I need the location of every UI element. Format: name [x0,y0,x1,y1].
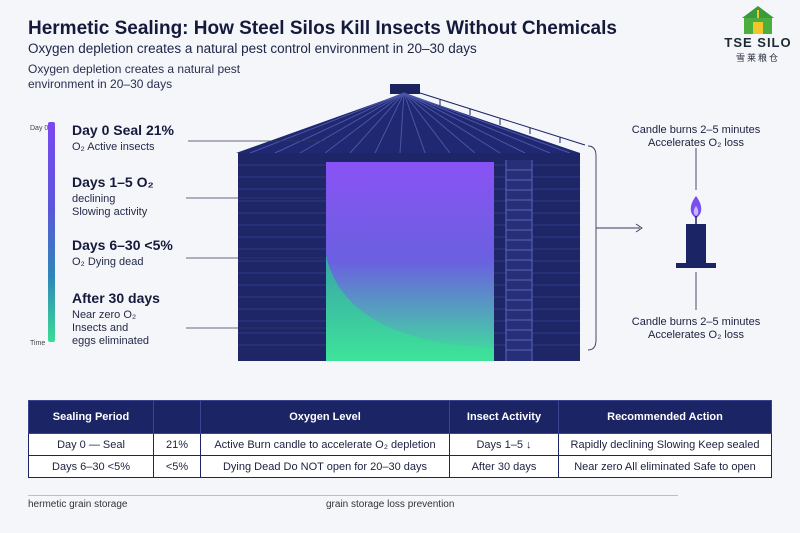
stage-heading: Day 0 Seal 21% [72,122,174,138]
table-cell: 21% [153,433,201,456]
table-cell: Days 6–30 <5% [28,455,154,478]
table-cell: Active Burn candle to accelerate O₂ depl… [200,433,450,456]
candle-icon [676,196,716,268]
page-subtitle: Oxygen depletion creates a natural pest … [28,41,477,56]
table-cell: Day 0 — Seal [28,433,154,456]
silo-illustration [186,84,716,361]
stage-desc-2: Insects and [72,322,129,334]
table-cell: Near zero All eliminated Safe to open [558,455,772,478]
candle-note-bottom: Candle burns 2–5 minutes Accelerates O₂ … [631,316,761,341]
sealing-schedule-table: Sealing Period Oxygen Level Insect Activ… [28,400,772,478]
timeline-top-label: Day 0 [30,125,49,132]
table-cell: Dying Dead Do NOT open for 20–30 days [200,455,450,478]
footer-tag-left: hermetic grain storage [28,499,128,510]
brand-logo: TSE SILO 雪莱粮仓 [718,4,791,63]
stage-desc: declining [72,193,116,205]
stage-after30: After 30 days Near zero O₂ Insects and e… [72,290,292,348]
stage-days6-30: Days 6–30 <5% O₂ Dying dead [72,237,292,269]
page-title: Hermetic Sealing: How Steel Silos Kill I… [28,18,617,39]
stage-desc: O₂ Active insects [72,141,155,153]
column-header: Sealing Period [28,400,154,434]
footer-tag-right: grain storage loss prevention [326,499,455,510]
candle-note-top: Candle burns 2–5 minutes Accelerates O₂ … [631,124,761,149]
table-header-row: Sealing Period Oxygen Level Insect Activ… [28,400,772,434]
column-header: Insect Activity [449,400,559,434]
silo-roof [236,84,586,154]
timeline-bottom-label: Time [30,340,46,347]
table-cell: Days 1–5 ↓ [449,433,559,456]
table-row: Day 0 — Seal 21% Active Burn candle to a… [28,433,772,456]
brand-name-chinese: 雪莱粮仓 [735,53,780,63]
wheat-house-icon [742,6,774,34]
oxygen-decay-curve [326,255,494,361]
stage-desc-3: eggs eliminated [72,335,150,347]
stage-day0: Day 0 Seal 21% O₂ Active insects [72,122,292,154]
stage-desc: O₂ Dying dead [72,256,144,268]
table-cell: <5% [153,455,201,478]
table-cell: After 30 days [449,455,559,478]
oxygen-gradient-bar [48,122,55,342]
column-header: Recommended Action [558,400,772,434]
brand-name: TSE SILO [724,35,792,50]
stage-desc: Near zero O₂ [72,309,137,321]
page-subtitle-repeat: Oxygen depletion creates a natural pest … [28,62,241,91]
leader-lines [186,140,326,329]
stage-desc-2: Slowing activity [72,206,148,218]
footer-divider [28,495,678,496]
stage-days1-5: Days 1–5 O₂ declining Slowing activity [72,174,292,219]
table-cell: Rapidly declining Slowing Keep sealed [558,433,772,456]
stage-heading: After 30 days [72,290,160,306]
column-header [153,400,201,434]
table-row: Days 6–30 <5% <5% Dying Dead Do NOT open… [28,455,772,478]
silo-body [238,153,580,361]
stage-heading: Days 1–5 O₂ [72,174,154,190]
column-header: Oxygen Level [200,400,450,434]
candle-bracket [587,145,697,351]
stage-heading: Days 6–30 <5% [72,237,173,253]
